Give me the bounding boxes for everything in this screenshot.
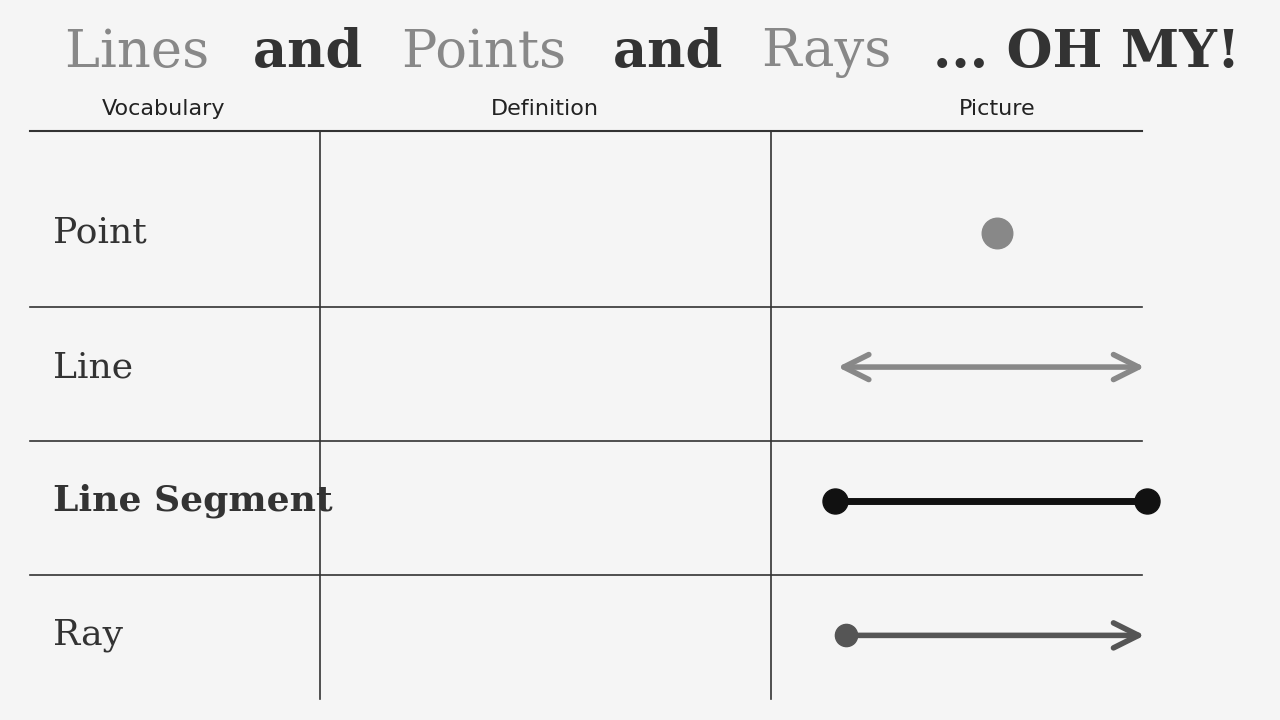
Text: and: and — [613, 27, 741, 78]
Text: Lines: Lines — [65, 27, 225, 78]
Text: and: and — [252, 27, 380, 78]
Text: Point: Point — [54, 216, 147, 250]
Text: Rays: Rays — [762, 27, 909, 78]
Text: Line: Line — [54, 350, 133, 384]
Text: Line Segment: Line Segment — [54, 484, 333, 518]
Text: Picture: Picture — [959, 99, 1036, 120]
Text: Definition: Definition — [492, 99, 599, 120]
Text: ... OH MY!: ... OH MY! — [933, 27, 1240, 78]
Text: Ray: Ray — [54, 618, 123, 652]
Text: Vocabulary: Vocabulary — [101, 99, 225, 120]
Text: Points: Points — [402, 27, 582, 78]
